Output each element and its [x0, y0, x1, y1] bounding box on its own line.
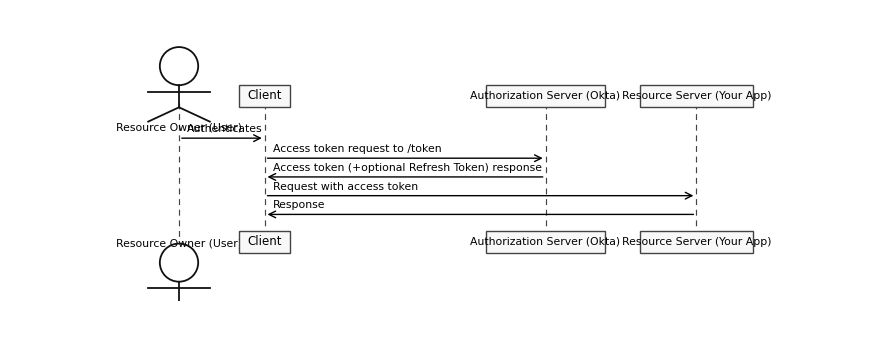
Text: Client: Client — [248, 89, 282, 102]
Bar — [485, 231, 606, 253]
Text: Access token request to /token: Access token request to /token — [273, 144, 441, 154]
Bar — [239, 85, 290, 107]
Text: Authorization Server (Okta): Authorization Server (Okta) — [470, 91, 621, 101]
Text: Resource Owner (User): Resource Owner (User) — [116, 123, 242, 132]
Text: Response: Response — [273, 200, 325, 210]
Text: Request with access token: Request with access token — [273, 182, 418, 192]
Bar — [640, 231, 753, 253]
Text: Resource Owner (User): Resource Owner (User) — [116, 238, 242, 248]
Text: Client: Client — [248, 235, 282, 248]
Text: Authenticates: Authenticates — [187, 124, 263, 134]
Text: Resource Server (Your App): Resource Server (Your App) — [621, 91, 771, 101]
Text: Access token (+optional Refresh Token) response: Access token (+optional Refresh Token) r… — [273, 163, 542, 173]
Bar — [485, 85, 606, 107]
Bar — [239, 231, 290, 253]
Bar — [640, 85, 753, 107]
Text: Resource Server (Your App): Resource Server (Your App) — [621, 237, 771, 247]
Text: Authorization Server (Okta): Authorization Server (Okta) — [470, 237, 621, 247]
